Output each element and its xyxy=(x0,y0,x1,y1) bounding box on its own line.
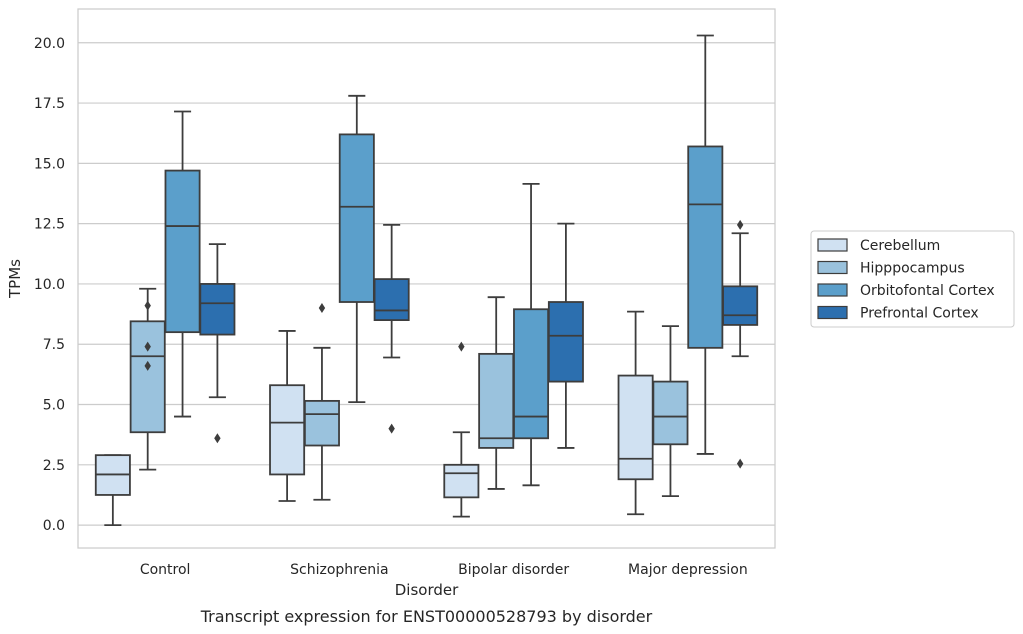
iqr-box xyxy=(199,283,236,336)
iqr-box xyxy=(338,133,375,303)
iqr-box xyxy=(164,169,201,334)
box-cerebellum-bipolar-disorder xyxy=(443,341,480,518)
legend-swatch xyxy=(817,260,848,275)
y-tick-label: 0.0 xyxy=(43,518,65,534)
y-tick-label: 7.5 xyxy=(43,337,65,353)
box-cerebellum-schizophrenia xyxy=(269,330,306,502)
box-hipppocampus-schizophrenia xyxy=(303,303,340,501)
outlier-point xyxy=(144,360,151,371)
outlier-point xyxy=(736,219,744,230)
x-tick-label: Major depression xyxy=(628,562,748,578)
x-tick-label: Schizophrenia xyxy=(290,562,388,578)
iqr-box xyxy=(513,308,550,440)
iqr-box xyxy=(269,384,306,476)
y-tick-label: 17.5 xyxy=(34,96,65,112)
chart-caption: Transcript expression for ENST0000052879… xyxy=(200,607,653,626)
iqr-box xyxy=(373,278,410,322)
iqr-box xyxy=(443,463,480,499)
box-hipppocampus-major-depression xyxy=(652,325,689,498)
y-axis-ticks: 0.0 2.5 5.0 7.5 10.0 12.5 15.0 17.5 20.0 xyxy=(34,36,65,534)
box-hipppocampus-bipolar-disorder xyxy=(478,296,515,490)
iqr-box xyxy=(687,145,724,349)
plot-boxes xyxy=(94,34,759,526)
box-prefrontal-cortex-schizophrenia xyxy=(373,223,410,434)
box-orbitofontal-cortex-control xyxy=(164,110,201,418)
iqr-box xyxy=(722,285,759,326)
y-tick-label: 2.5 xyxy=(43,458,65,474)
y-tick-label: 20.0 xyxy=(34,36,65,52)
x-tick-label: Bipolar disorder xyxy=(458,562,569,578)
outlier-point xyxy=(458,341,465,352)
legend-label: Prefrontal Cortex xyxy=(860,306,979,322)
box-orbitofontal-cortex-bipolar-disorder xyxy=(513,182,550,487)
legend: Cerebellum Hipppocampus Orbitofontal Corte… xyxy=(810,230,1015,328)
outlier-point xyxy=(144,300,151,311)
legend-label: Hipppocampus xyxy=(860,261,965,277)
box-cerebellum-control xyxy=(94,454,131,526)
legend-label: Orbitofontal Cortex xyxy=(860,283,995,299)
legend-label: Cerebellum xyxy=(860,238,940,254)
box-prefrontal-cortex-bipolar-disorder xyxy=(547,222,584,449)
outlier-point xyxy=(736,458,744,469)
outlier-point xyxy=(318,303,326,314)
x-axis-label: Disorder xyxy=(395,581,459,599)
iqr-box xyxy=(129,320,166,434)
y-tick-label: 12.5 xyxy=(34,217,65,233)
iqr-box xyxy=(652,380,689,446)
plot-area-frame xyxy=(77,8,776,549)
iqr-box xyxy=(547,301,584,383)
box-cerebellum-major-depression xyxy=(617,310,654,516)
y-axis-label: TPMs xyxy=(6,259,24,299)
legend-swatch xyxy=(817,283,848,297)
x-tick-label: Control xyxy=(140,562,191,578)
iqr-box xyxy=(617,374,654,481)
iqr-box xyxy=(478,352,515,449)
legend-swatch xyxy=(817,305,848,320)
box-prefrontal-cortex-major-depression xyxy=(722,219,759,469)
y-tick-label: 5.0 xyxy=(43,398,65,414)
outlier-point xyxy=(144,341,151,352)
y-tick-label: 10.0 xyxy=(34,277,65,293)
outlier-point xyxy=(214,433,221,444)
x-axis-ticks: Control Schizophrenia Bipolar disorder Majo… xyxy=(140,562,748,578)
box-hipppocampus-control xyxy=(129,287,166,471)
legend-swatch xyxy=(817,238,848,252)
outlier-point xyxy=(388,423,395,434)
legend-frame xyxy=(810,230,1015,328)
y-tick-label: 15.0 xyxy=(34,156,65,172)
box-orbitofontal-cortex-major-depression xyxy=(687,34,724,455)
box-prefrontal-cortex-control xyxy=(199,243,236,444)
box-orbitofontal-cortex-schizophrenia xyxy=(338,94,375,403)
iqr-box xyxy=(303,399,340,447)
